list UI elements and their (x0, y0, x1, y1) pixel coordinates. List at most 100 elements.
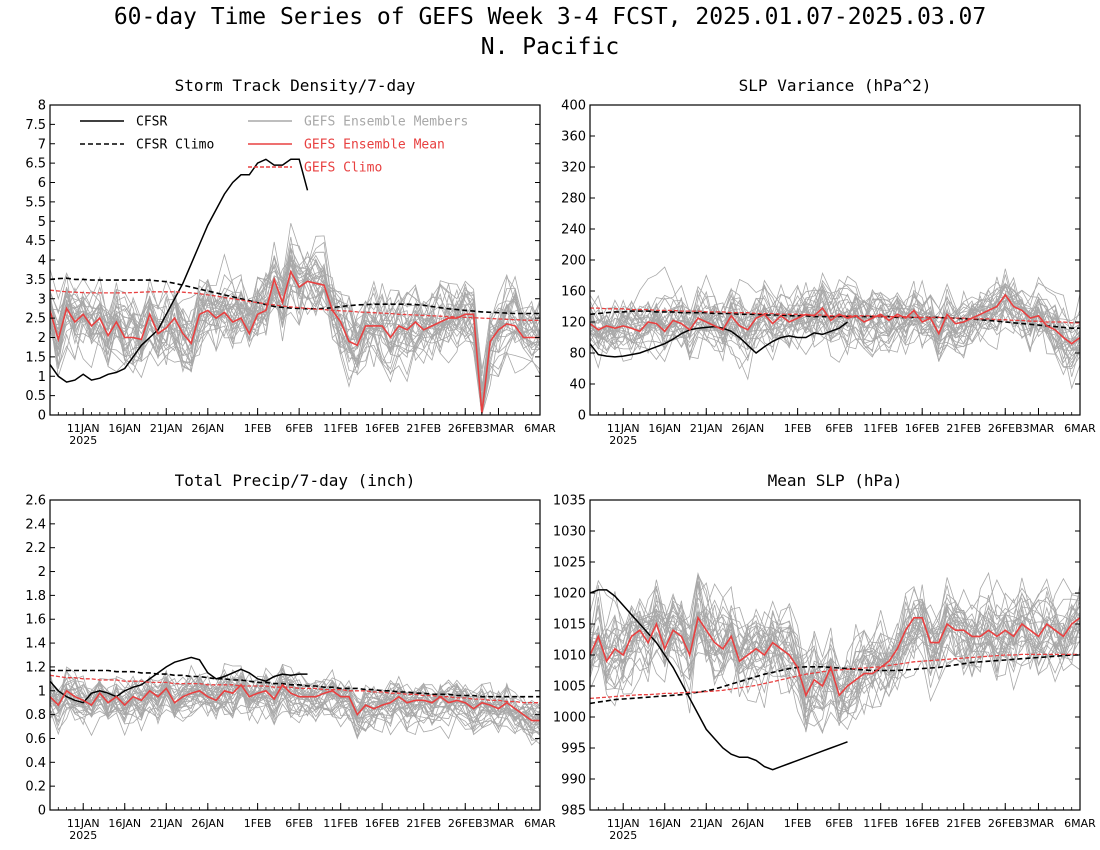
ensemble-member-line (590, 577, 1080, 688)
y-tick-label: 1015 (553, 618, 586, 633)
x-year-label: 2025 (69, 829, 97, 842)
ensemble-member-line (50, 275, 540, 411)
y-tick-label: 995 (561, 742, 586, 757)
series-cfsr-climo (50, 669, 540, 698)
ensemble-member-line (50, 667, 540, 731)
y-tick-label: 2 (38, 331, 46, 346)
x-tick-label: 21JAN (690, 817, 723, 830)
x-tick-label: 3MAR (483, 817, 515, 830)
x-tick-label: 11JAN (607, 422, 640, 435)
series-gefs-climo (50, 289, 540, 322)
x-tick-label: 6MAR (524, 817, 556, 830)
y-tick-label: 985 (561, 804, 586, 819)
ensemble-member-line (590, 281, 1080, 352)
x-tick-label: 26JAN (191, 817, 224, 830)
panel-title: Storm Track Density/7-day (175, 76, 416, 95)
y-tick-label: 0.5 (25, 389, 46, 404)
x-tick-label: 6FEB (825, 817, 853, 830)
x-tick-label: 16FEB (905, 817, 940, 830)
series-gefs-ensemble-mean (50, 683, 540, 722)
ensemble-member-line (50, 664, 540, 722)
ensemble-member-line (590, 595, 1080, 731)
y-tick-label: 1025 (553, 556, 586, 571)
ensemble-member-line (590, 586, 1080, 697)
x-tick-label: 26FEB (448, 422, 483, 435)
series-gefs-climo (50, 674, 540, 704)
x-tick-label: 21FEB (946, 422, 981, 435)
series-cfsr (50, 656, 308, 704)
y-tick-label: 1 (38, 370, 46, 385)
x-tick-label: 3MAR (483, 422, 515, 435)
y-tick-label: 80 (569, 347, 586, 362)
ensemble-member-line (590, 584, 1080, 735)
panel-4: Mean SLP (hPa) 985 990 995 1000 1005 1010 1015 1… (553, 471, 1096, 842)
y-tick-label: 320 (561, 161, 586, 176)
x-tick-label: 3MAR (1023, 817, 1055, 830)
y-tick-label: 2 (38, 565, 46, 580)
x-tick-label: 6FEB (285, 422, 313, 435)
x-tick-label: 16FEB (365, 817, 400, 830)
legend-label: GEFS Ensemble Members (304, 115, 468, 130)
y-tick-label: 1020 (553, 587, 586, 602)
ensemble-member-line (590, 609, 1080, 714)
y-tick-label: 1005 (553, 680, 586, 695)
ensemble-member-line (50, 272, 540, 415)
y-tick-label: 0 (38, 409, 46, 424)
y-tick-label: 6 (38, 176, 46, 191)
ensemble-member-line (590, 276, 1080, 361)
x-tick-label: 11JAN (607, 817, 640, 830)
y-tick-label: 1000 (553, 711, 586, 726)
ensemble-member-line (50, 669, 540, 727)
y-tick-label: 7.5 (25, 118, 46, 133)
ensemble-member-line (590, 286, 1080, 350)
x-tick-label: 11FEB (323, 817, 358, 830)
y-tick-label: 1.6 (25, 613, 46, 628)
axes-frame (49, 499, 541, 811)
x-year-label: 2025 (609, 829, 637, 842)
y-tick-label: 0 (578, 409, 586, 424)
ensemble-member-line (50, 666, 540, 740)
panel-2: SLP Variance (hPa^2) 0 40 80 120 160 200 240 280… (561, 76, 1096, 447)
legend: CFSR CFSR Climo GEFS Ensemble Members GEFS … (80, 115, 468, 176)
series-gefs-ensemble-mean (590, 615, 1080, 698)
x-tick-label: 11JAN (67, 422, 100, 435)
plot-area (590, 266, 1080, 390)
y-tick-label: 4 (38, 254, 46, 269)
y-tick-label: 1.5 (25, 350, 46, 365)
y-tick-label: 6.5 (25, 157, 46, 172)
x-year-label: 2025 (609, 434, 637, 447)
ensemble-member-line (590, 294, 1080, 381)
x-tick-label: 1FEB (244, 422, 272, 435)
panel-title: SLP Variance (hPa^2) (739, 76, 932, 95)
panel-1: Storm Track Density/7-day 0 0.5 1 1.5 2 2.5 3 3.… (25, 76, 556, 447)
figure-title: 60-day Time Series of GEFS Week 3-4 FCST… (113, 4, 987, 30)
series-gefs-climo (590, 307, 1080, 324)
y-tick-label: 200 (561, 254, 586, 269)
x-tick-label: 16FEB (365, 422, 400, 435)
y-tick-label: 3.5 (25, 273, 46, 288)
series-gefs-climo (590, 653, 1080, 700)
ensemble-member-line (590, 584, 1080, 722)
ensemble-member-line (50, 241, 540, 410)
x-tick-label: 6MAR (524, 422, 556, 435)
x-tick-label: 6FEB (825, 422, 853, 435)
y-tick-label: 160 (561, 285, 586, 300)
ensemble-member-line (50, 251, 540, 405)
ensemble-member-line (590, 581, 1080, 721)
y-tick-label: 1010 (553, 649, 586, 664)
legend-label: CFSR (136, 115, 167, 130)
x-tick-label: 26JAN (731, 817, 764, 830)
y-tick-label: 4.5 (25, 234, 46, 249)
y-tick-label: 3 (38, 292, 46, 307)
x-tick-label: 21FEB (406, 422, 441, 435)
y-tick-label: 400 (561, 99, 586, 114)
x-tick-label: 1FEB (784, 422, 812, 435)
x-tick-label: 16JAN (648, 422, 681, 435)
plot-area (50, 656, 540, 746)
x-tick-label: 11FEB (323, 422, 358, 435)
x-tick-label: 6FEB (285, 817, 313, 830)
y-tick-label: 0 (38, 804, 46, 819)
y-tick-label: 5.5 (25, 195, 46, 210)
y-tick-label: 2.6 (25, 494, 46, 509)
